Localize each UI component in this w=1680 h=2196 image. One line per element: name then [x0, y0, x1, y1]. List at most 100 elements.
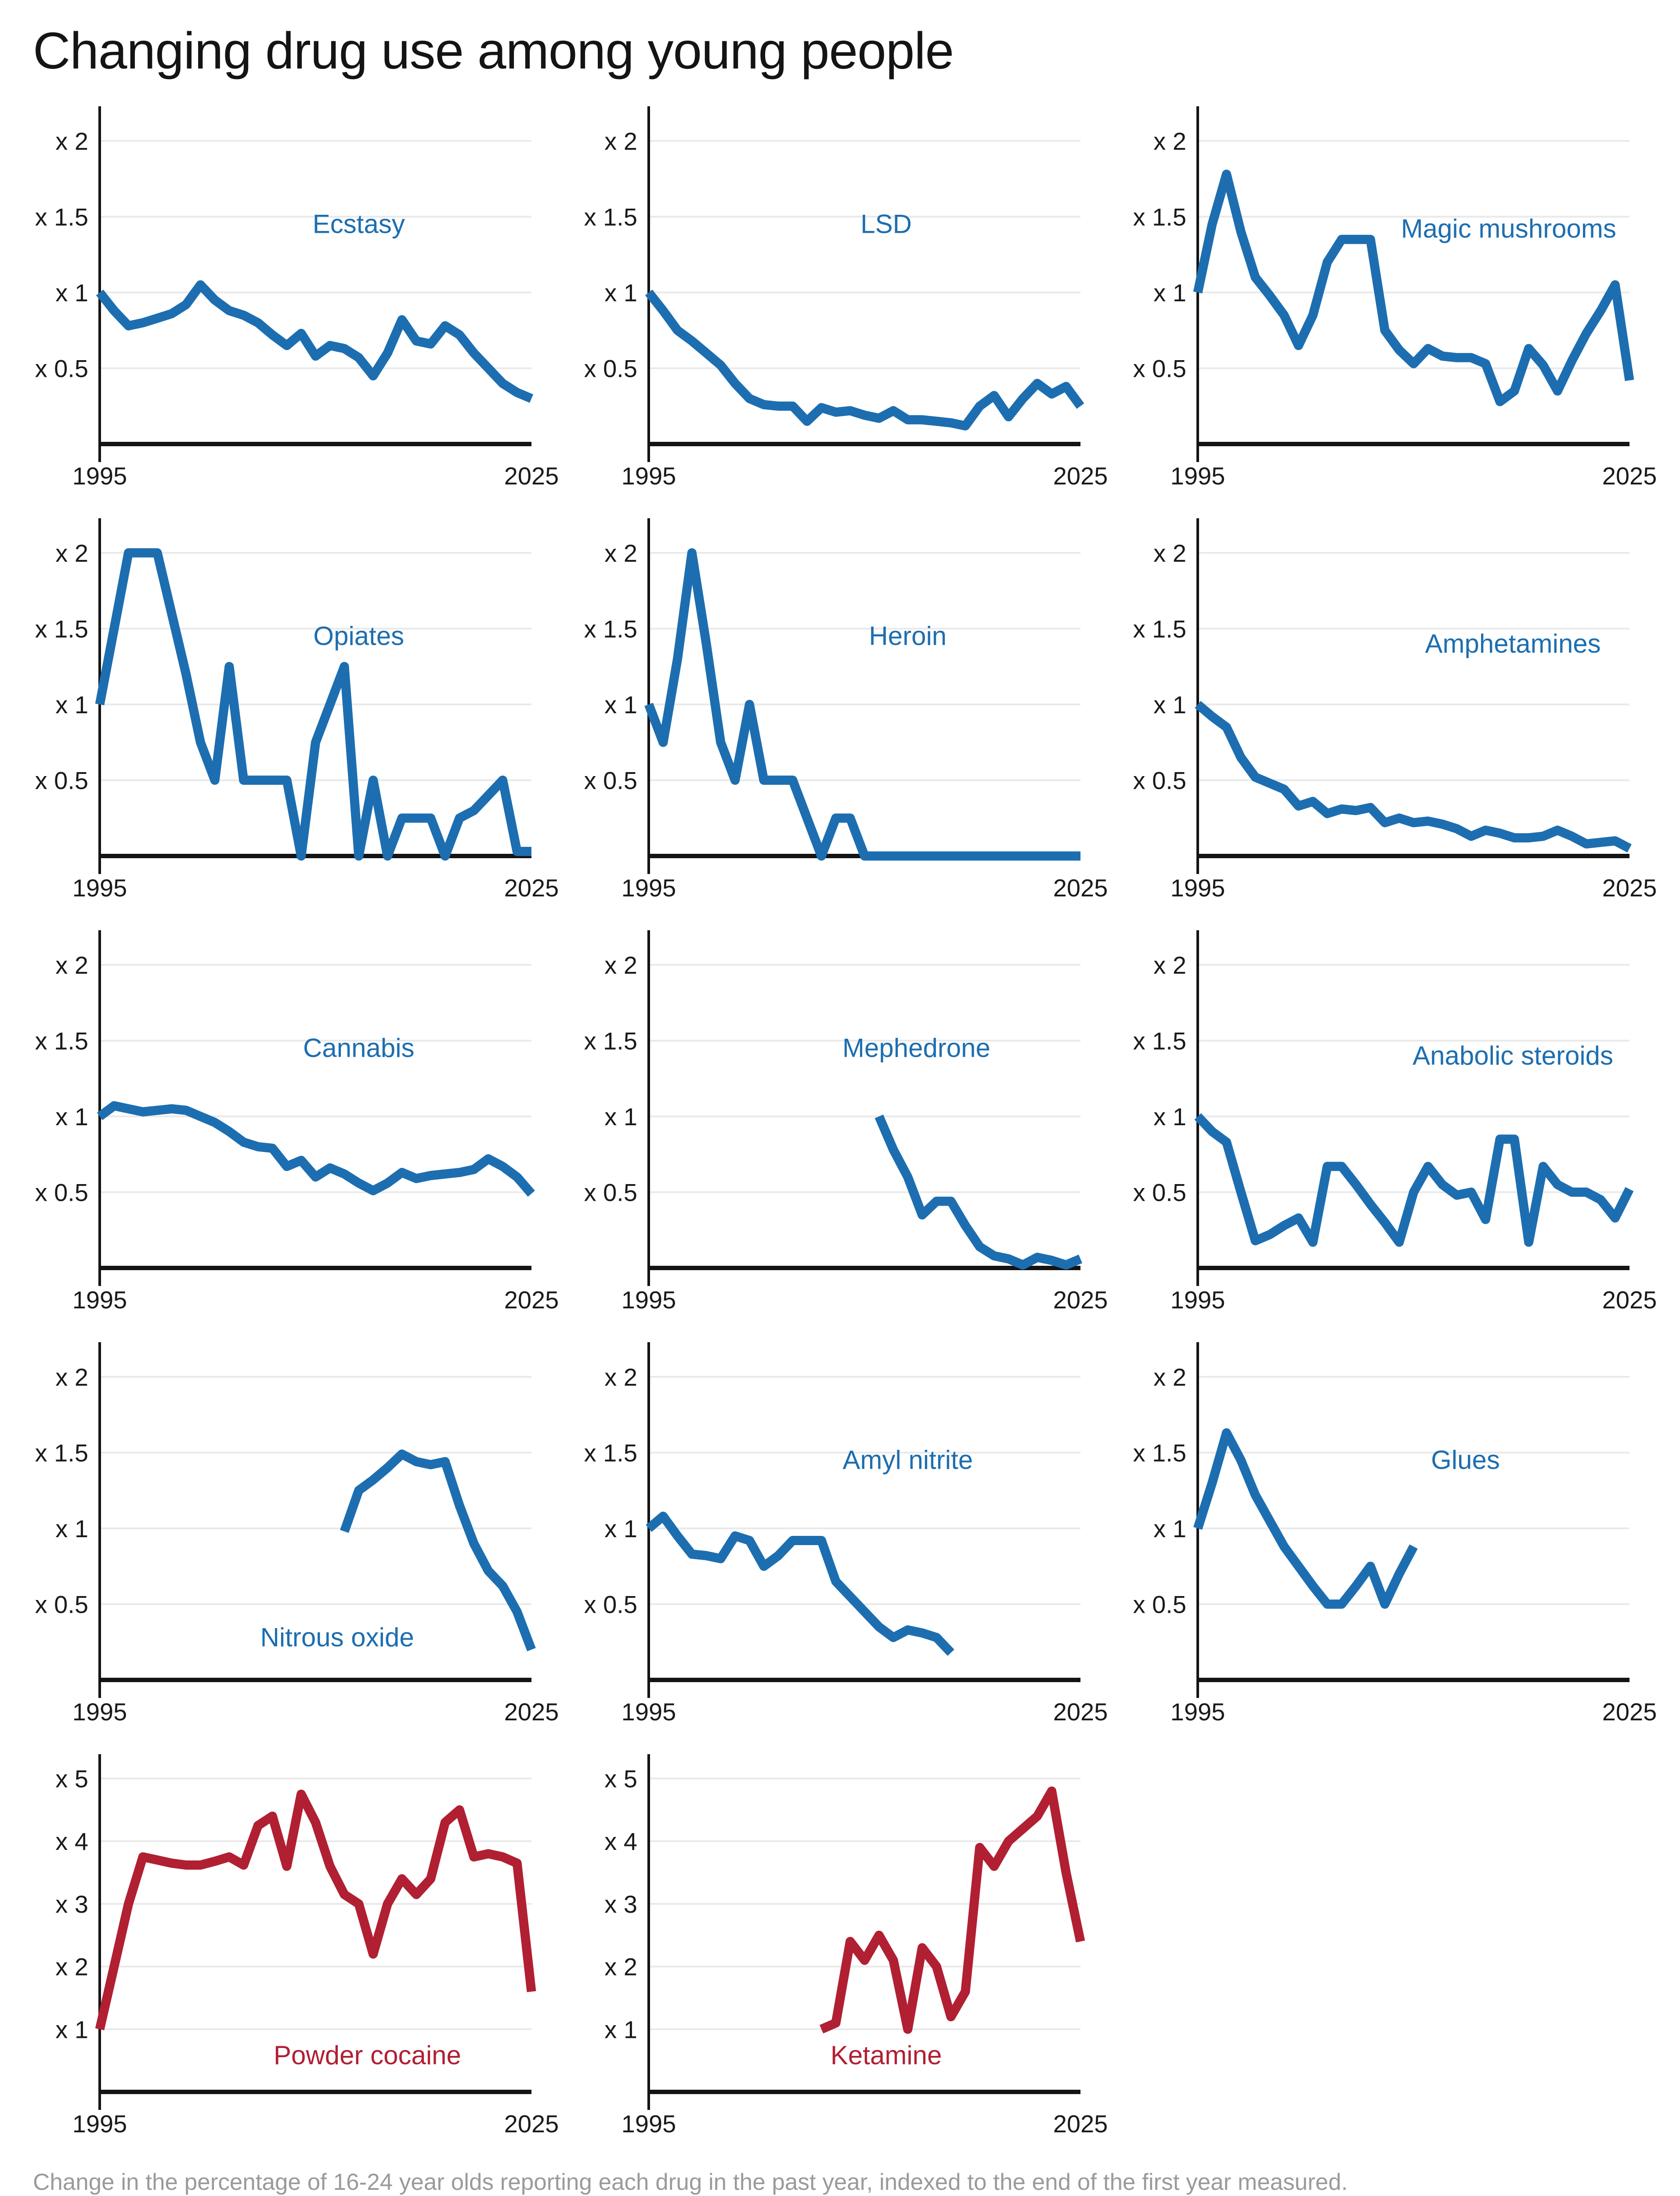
y-tick-label: x 0.5 [584, 354, 637, 382]
y-tick-label: x 2 [55, 539, 88, 567]
y-tick-label: x 1 [1153, 691, 1186, 719]
trend-line [644, 548, 1080, 861]
y-tick-label: x 5 [604, 1765, 637, 1793]
x-tick-label: 1995 [621, 2110, 676, 2138]
x-tick-label: 1995 [1171, 874, 1225, 902]
chart-svg-heroin: x 0.5 x 1 x 1.5 x 2 1995 2025 Heroin [584, 518, 1108, 902]
x-tick-label: 2025 [504, 462, 559, 490]
chart-svg-powder-cocaine: x 1 x 2 x 3 x 4 x 5 1995 2025 Powder cocaine [55, 1754, 559, 2138]
x-tick-label: 1995 [621, 1698, 676, 1726]
x-tick-label: 1995 [72, 2110, 127, 2138]
y-tick-label: x 0.5 [584, 766, 637, 794]
chart-panel-amyl-nitrite: x 0.5 x 1 x 1.5 x 2 1995 2025 Amyl nitrite [582, 1334, 1108, 1738]
chart-svg-opiates: x 0.5 x 1 x 1.5 x 2 1995 2025 Opiates [35, 518, 559, 902]
x-tick-label: 2025 [504, 2110, 559, 2138]
chart-title-label: Anabolic steroids [1413, 1041, 1613, 1070]
y-tick-label: x 1.5 [584, 615, 637, 643]
chart-title-label: Heroin [869, 621, 947, 651]
chart-caption: Change in the percentage of 16-24 year o… [33, 2169, 1348, 2195]
chart-svg-amphetamines: x 0.5 x 1 x 1.5 x 2 1995 2025 Amphetamines [1133, 518, 1657, 902]
y-tick-label: x 1.5 [35, 203, 88, 231]
x-tick-label: 2025 [1602, 462, 1657, 490]
chart-svg-cannabis: x 0.5 x 1 x 1.5 x 2 1995 2025 Cannabis [35, 930, 559, 1314]
y-tick-label: x 2 [55, 1953, 88, 1981]
chart-svg-glues: x 0.5 x 1 x 1.5 x 2 1995 2025 Glues [1133, 1342, 1657, 1726]
y-tick-label: x 2 [55, 127, 88, 155]
x-tick-label: 2025 [504, 1698, 559, 1726]
y-tick-label: x 0.5 [35, 1590, 88, 1618]
y-tick-label: x 1 [55, 1103, 88, 1131]
chart-panel-heroin: x 0.5 x 1 x 1.5 x 2 1995 2025 Heroin [582, 510, 1108, 914]
y-tick-label: x 3 [55, 1890, 88, 1918]
x-tick-label: 1995 [621, 874, 676, 902]
y-tick-label: x 4 [55, 1828, 88, 1855]
y-tick-label: x 1.5 [1133, 615, 1186, 643]
trend-line [95, 548, 531, 861]
y-tick-label: x 1 [55, 279, 88, 307]
y-tick-label: x 1.5 [584, 203, 637, 231]
chart-svg-magic-mushrooms: x 0.5 x 1 x 1.5 x 2 1995 2025 Magic mushrooms [1133, 106, 1657, 490]
trend-line [1193, 1428, 1418, 1609]
chart-title-label: Nitrous oxide [260, 1622, 414, 1652]
trend-line [340, 1449, 536, 1651]
trend-line [1193, 170, 1634, 406]
x-tick-label: 1995 [72, 1698, 127, 1726]
trend-line [646, 1511, 954, 1656]
chart-title-label: LSD [860, 209, 912, 239]
y-tick-label: x 1 [604, 691, 637, 719]
x-tick-label: 1995 [72, 1286, 127, 1314]
chart-svg-mephedrone: x 0.5 x 1 x 1.5 x 2 1995 2025 Mephedrone [584, 930, 1108, 1314]
chart-svg-ketamine: x 1 x 2 x 3 x 4 x 5 1995 2025 Ketamine [604, 1754, 1108, 2138]
y-tick-label: x 1 [604, 1515, 637, 1542]
chart-panel-ketamine: x 1 x 2 x 3 x 4 x 5 1995 2025 Ketamine [582, 1746, 1108, 2150]
chart-panel-powder-cocaine: x 1 x 2 x 3 x 4 x 5 1995 2025 Powder cocaine [33, 1746, 559, 2150]
chart-title-label: Powder cocaine [274, 2041, 461, 2070]
chart-svg-lsd: x 0.5 x 1 x 1.5 x 2 1995 2025 LSD [584, 106, 1108, 490]
y-tick-label: x 2 [604, 1363, 637, 1391]
chart-title-label: Amphetamines [1425, 629, 1601, 658]
trend-line [645, 289, 1084, 431]
y-tick-label: x 2 [604, 539, 637, 567]
chart-title-label: Amyl nitrite [842, 1445, 973, 1475]
y-tick-label: x 2 [55, 1363, 88, 1391]
x-tick-label: 1995 [621, 1286, 676, 1314]
y-tick-label: x 0.5 [1133, 766, 1186, 794]
y-tick-label: x 1.5 [1133, 1027, 1186, 1055]
y-tick-label: x 1.5 [35, 1027, 88, 1055]
x-tick-label: 2025 [504, 874, 559, 902]
x-tick-label: 2025 [1053, 1698, 1108, 1726]
chart-panel-cannabis: x 0.5 x 1 x 1.5 x 2 1995 2025 Cannabis [33, 922, 559, 1326]
x-tick-label: 1995 [1171, 462, 1225, 490]
y-tick-label: x 1 [55, 1515, 88, 1542]
x-tick-label: 1995 [621, 462, 676, 490]
chart-svg-ecstasy: x 0.5 x 1 x 1.5 x 2 1995 2025 Ecstasy [35, 106, 559, 490]
y-tick-label: x 2 [55, 951, 88, 979]
x-tick-label: 1995 [72, 874, 127, 902]
x-tick-label: 1995 [72, 462, 127, 490]
chart-panel-mephedrone: x 0.5 x 1 x 1.5 x 2 1995 2025 Mephedrone [582, 922, 1108, 1326]
chart-title-label: Magic mushrooms [1401, 214, 1616, 243]
y-tick-label: x 3 [604, 1890, 637, 1918]
y-tick-label: x 0.5 [1133, 354, 1186, 382]
y-tick-label: x 2 [1153, 127, 1186, 155]
y-tick-label: x 0.5 [35, 766, 88, 794]
chart-svg-amyl-nitrite: x 0.5 x 1 x 1.5 x 2 1995 2025 Amyl nitrite [584, 1342, 1108, 1726]
y-tick-label: x 5 [55, 1765, 88, 1793]
chart-panel-amphetamines: x 0.5 x 1 x 1.5 x 2 1995 2025 Amphetamines [1131, 510, 1657, 914]
y-tick-label: x 0.5 [1133, 1590, 1186, 1618]
x-tick-label: 1995 [1171, 1698, 1225, 1726]
trend-line [97, 1101, 535, 1197]
page-title: Changing drug use among young people [33, 22, 954, 80]
chart-panel-glues: x 0.5 x 1 x 1.5 x 2 1995 2025 Glues [1131, 1334, 1657, 1738]
y-tick-label: x 1 [604, 2015, 637, 2043]
chart-panel-anabolic-steroids: x 0.5 x 1 x 1.5 x 2 1995 2025 Anabolic steroid… [1131, 922, 1657, 1326]
trend-line [1194, 1113, 1634, 1247]
y-tick-label: x 1 [55, 2015, 88, 2043]
chart-svg-nitrous-oxide: x 0.5 x 1 x 1.5 x 2 1995 2025 Nitrous oxide [35, 1342, 559, 1726]
y-tick-label: x 1 [604, 1103, 637, 1131]
chart-title-label: Ketamine [831, 2041, 942, 2070]
x-tick-label: 2025 [1053, 874, 1108, 902]
trend-line [820, 1786, 1085, 2034]
